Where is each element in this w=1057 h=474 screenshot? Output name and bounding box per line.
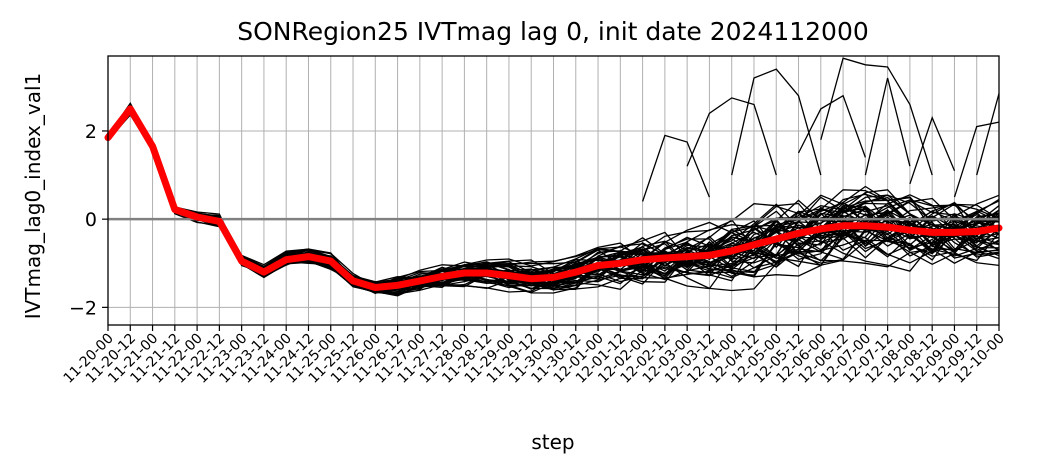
ensemble-member-line bbox=[107, 104, 1000, 294]
x-axis-label: step bbox=[531, 430, 574, 454]
y-tick-label: 2 bbox=[85, 121, 97, 143]
y-axis-label: IVTmag_lag0_index_val1 bbox=[21, 73, 45, 320]
x-axis: 11-20-0011-20-1211-21-0011-21-1211-22-00… bbox=[61, 325, 1008, 387]
ensemble-outlier-line bbox=[909, 115, 956, 185]
y-tick-label: 0 bbox=[85, 209, 97, 231]
chart-title: SONRegion25 IVTmag lag 0, init date 2024… bbox=[237, 17, 869, 46]
ensemble-outlier-line bbox=[797, 94, 867, 158]
ensemble-outlier-line bbox=[820, 57, 933, 176]
ensemble-outlier-line bbox=[641, 134, 711, 202]
ensemble-outlier-line bbox=[976, 93, 1000, 176]
y-tick-label: −2 bbox=[69, 297, 97, 319]
y-axis: −2 0 2 bbox=[69, 121, 108, 319]
ensemble-outlier-line bbox=[953, 121, 1000, 198]
mean-series bbox=[104, 105, 1003, 291]
mean-line bbox=[104, 105, 1003, 291]
ensemble-outlier-line bbox=[864, 77, 911, 176]
ensemble-outlier-line bbox=[731, 68, 822, 176]
ensemble-outlier-line bbox=[686, 97, 777, 176]
